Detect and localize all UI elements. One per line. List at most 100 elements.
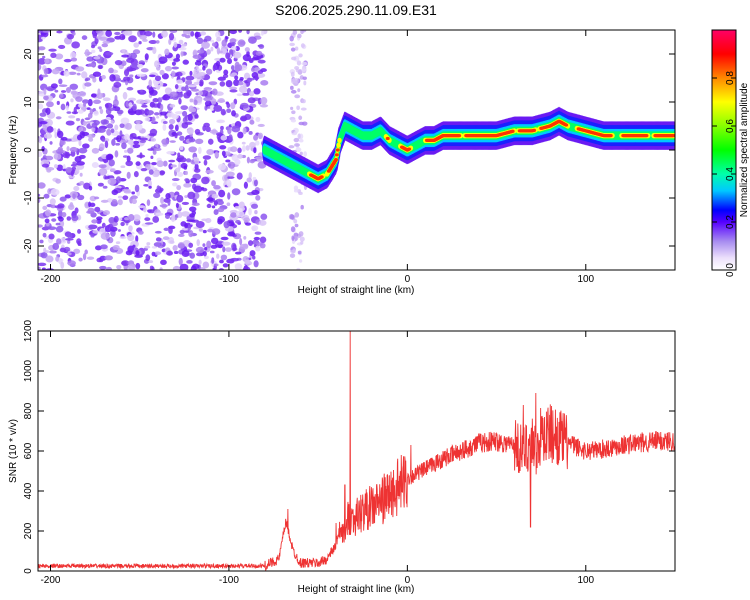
heatmap-noise-blob xyxy=(188,146,197,153)
heatmap-noise-blob xyxy=(143,207,147,213)
heatmap-noise-blob xyxy=(229,30,237,35)
heatmap-noise-blob xyxy=(61,211,67,218)
heatmap-noise-blob xyxy=(144,245,151,249)
heatmap-noise-blob xyxy=(126,86,134,91)
heatmap-noise-blob xyxy=(257,59,266,64)
heatmap-noise-blob xyxy=(151,251,156,257)
heatmap-noise-blob xyxy=(213,185,221,190)
heatmap-noise-blob xyxy=(92,32,98,39)
heatmap-noise-blob xyxy=(170,164,177,168)
heatmap-noise-blob xyxy=(194,31,199,39)
heatmap-noise-blob xyxy=(221,241,231,246)
heatmap-noise-blob xyxy=(237,131,244,139)
bottom-x-tick-label: -100 xyxy=(219,575,239,586)
heatmap-noise-blob xyxy=(67,204,75,210)
heatmap-noise-blob xyxy=(75,96,83,102)
heatmap-noise-blob xyxy=(204,100,212,108)
heatmap-noise-blob xyxy=(132,144,141,149)
heatmap-noise-blob xyxy=(153,251,162,256)
heatmap-noise-blob xyxy=(138,205,146,209)
heatmap-noise-blob xyxy=(139,30,146,36)
heatmap-noise-blob xyxy=(93,56,101,60)
heatmap-noise-blob xyxy=(109,74,116,82)
heatmap-noise-blob xyxy=(79,131,86,139)
heatmap-noise-blob xyxy=(189,213,196,218)
heatmap-noise-blob xyxy=(38,198,41,204)
heatmap-noise-blob xyxy=(146,242,151,246)
heatmap-noise-blob xyxy=(107,223,114,230)
heatmap-noise-blob xyxy=(205,218,212,224)
heatmap-noise-blob xyxy=(175,71,183,77)
heatmap-noise-blob xyxy=(172,182,178,187)
heatmap-noise-blob xyxy=(123,76,131,82)
heatmap-noise-blob xyxy=(38,58,46,65)
heatmap-noise-blob xyxy=(44,118,54,127)
bottom-x-tick-label: 0 xyxy=(405,575,411,586)
heatmap-noise-blob xyxy=(128,214,135,222)
heatmap-noise-blob xyxy=(104,255,113,261)
heatmap-noise-blob xyxy=(124,52,129,56)
heatmap-noise-blob xyxy=(128,67,137,72)
heatmap-noise-blob xyxy=(173,250,179,255)
heatmap-noise-blob xyxy=(248,131,253,135)
heatmap-noise-blob xyxy=(184,195,189,198)
heatmap-noise-blob xyxy=(182,59,189,65)
heatmap-noise-blob xyxy=(211,257,215,264)
heatmap-noise-blob xyxy=(246,50,250,57)
heatmap-noise-blob xyxy=(95,30,100,34)
heatmap-noise-blob xyxy=(194,157,200,165)
heatmap-noise-blob xyxy=(194,60,202,66)
heatmap-noise-blob xyxy=(83,101,87,107)
heatmap-noise-blob xyxy=(161,73,169,80)
heatmap-noise-blob xyxy=(215,31,221,39)
heatmap-noise-blob xyxy=(144,30,153,37)
heatmap-noise-blob xyxy=(50,52,57,59)
heatmap-noise-blob xyxy=(144,217,151,222)
heatmap-noise-blob xyxy=(78,139,82,147)
heatmap-noise-blob xyxy=(70,98,74,103)
heatmap-noise-blob xyxy=(99,48,103,53)
heatmap-noise-blob xyxy=(125,80,129,86)
heatmap-noise-blob xyxy=(239,238,243,246)
heatmap-noise-blob xyxy=(131,191,135,195)
heatmap-noise-blob xyxy=(294,143,300,147)
heatmap-noise-blob xyxy=(176,194,184,203)
heatmap-noise-blob xyxy=(111,138,116,146)
heatmap-noise-blob xyxy=(247,97,256,104)
heatmap-noise-blob xyxy=(180,221,187,227)
heatmap-noise-blob xyxy=(227,127,232,135)
colorbar: 0.0 0.2 0.4 0.6 0.8 Normalized spectral ampl… xyxy=(711,29,750,277)
heatmap-noise-blob xyxy=(38,262,47,267)
heatmap-noise-blob xyxy=(216,36,222,42)
heatmap-noise-blob xyxy=(181,211,190,217)
heatmap-noise-blob xyxy=(114,150,119,158)
heatmap-noise-blob xyxy=(249,159,255,164)
heatmap-noise-blob xyxy=(191,88,200,92)
top-y-tick-label: 20 xyxy=(23,48,34,60)
heatmap-noise-blob xyxy=(125,122,132,130)
heatmap-noise-blob xyxy=(246,58,256,62)
heatmap-noise-blob xyxy=(236,210,245,218)
heatmap-noise-blob xyxy=(71,111,79,115)
snr-line-area xyxy=(38,331,675,571)
heatmap-noise-blob xyxy=(177,211,183,218)
heatmap-noise-blob xyxy=(104,176,109,180)
heatmap-noise-blob xyxy=(252,255,256,260)
heatmap-noise-blob xyxy=(294,66,300,71)
heatmap-noise-blob xyxy=(86,256,95,260)
heatmap-noise-blob xyxy=(58,78,63,85)
heatmap-noise-blob xyxy=(134,254,143,258)
heatmap-noise-blob xyxy=(233,79,240,87)
heatmap-noise-blob xyxy=(102,40,111,44)
heatmap-noise-blob xyxy=(220,125,224,131)
heatmap-noise-blob xyxy=(41,163,50,168)
heatmap-noise-blob xyxy=(127,139,134,145)
heatmap-noise-blob xyxy=(131,198,137,205)
heatmap-noise-blob xyxy=(213,104,223,112)
heatmap-noise-blob xyxy=(248,172,252,179)
heatmap-noise-blob xyxy=(257,132,264,140)
heatmap-noise-blob xyxy=(96,36,103,40)
heatmap-noise-blob xyxy=(227,231,236,237)
top-x-tick-label: -200 xyxy=(40,274,60,285)
heatmap-noise-blob xyxy=(291,235,295,241)
